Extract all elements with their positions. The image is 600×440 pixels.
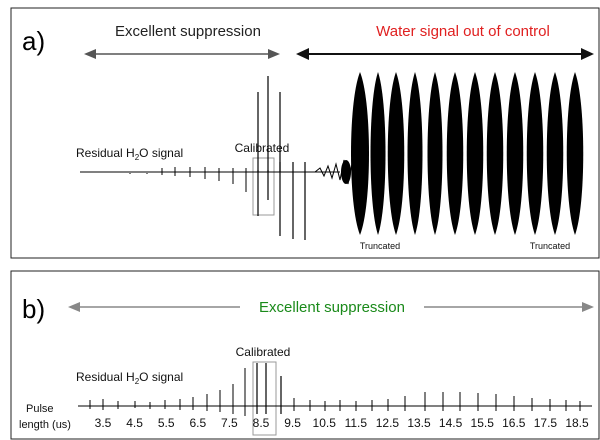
pulse-length-tick-label: 7.5: [221, 416, 238, 430]
arrow-head-right-icon: [268, 49, 280, 59]
panel-a-border: [10, 7, 600, 259]
panel-a-residual-label: Residual H2O signal: [76, 146, 183, 162]
panel-a-right-double-arrow: [296, 48, 594, 60]
pulse-length-tick-label: 3.5: [95, 416, 112, 430]
panel-b-excellent-suppression-label: Excellent suppression: [259, 299, 405, 316]
arrow-head-right-icon: [581, 48, 594, 60]
pulse-length-tick-label: 6.5: [189, 416, 206, 430]
pulse-length-tick-label: 16.5: [502, 416, 526, 430]
pulse-length-tick-label: 18.5: [565, 416, 589, 430]
pulse-length-tick-label: 9.5: [284, 416, 301, 430]
arrow-head-left-icon: [84, 49, 96, 59]
pulse-length-tick-label: 13.5: [407, 416, 431, 430]
pulse-length-tick-label: 4.5: [126, 416, 143, 430]
spectrum-spindle: [506, 72, 524, 235]
panel-b-calibrated-label: Calibrated: [236, 345, 291, 359]
spectrum-spindle: [466, 72, 484, 235]
pulse-length-label: Pulse length (us): [19, 403, 71, 431]
panel-b-label: b): [22, 294, 45, 324]
panel-a-left-double-arrow: [84, 49, 280, 59]
panel-a-excellent-suppression-label: Excellent suppression: [115, 23, 261, 40]
spectrum-spindle: [351, 72, 369, 235]
panel-b-residual-label: Residual H2O signal: [76, 370, 183, 386]
spectrum-spindle: [370, 72, 386, 235]
panel-a-spectra: [129, 72, 584, 240]
panel-b-border: [10, 270, 600, 440]
panel-b: b) Excellent suppression Calibrated Resi…: [10, 270, 600, 440]
pulse-length-tick-label: 5.5: [158, 416, 175, 430]
panel-b-double-arrow: [68, 302, 594, 312]
spectrum-spindle: [526, 72, 544, 235]
pulse-length-tick-label: 10.5: [313, 416, 337, 430]
panel-a-calibrated-label: Calibrated: [235, 141, 290, 155]
panel-a-label: a): [22, 26, 45, 56]
spectrum-spindle: [427, 72, 443, 235]
pulse-length-tick-label: 17.5: [534, 416, 558, 430]
spectrum-spindle: [546, 72, 564, 235]
spectrum-spindle: [407, 72, 423, 235]
arrow-head-left-icon: [296, 48, 309, 60]
spectrum-spindle: [566, 72, 584, 235]
spectrum-blob: [341, 160, 351, 184]
pulse-length-tick-label: 8.5: [253, 416, 270, 430]
panel-a-truncated-right-label: Truncated: [530, 241, 570, 251]
pulse-length-tick-labels: 3.5 4.5 5.5 6.5 7.5 8.5 9.5 10.5 11.5 12.5 13.5 14.…: [95, 416, 589, 430]
spectrum-spindle: [486, 72, 504, 235]
pulse-length-tick-label: 14.5: [439, 416, 463, 430]
panel-a: a) Excellent suppression Water signal ou…: [10, 7, 600, 259]
pulse-length-tick-label: 11.5: [345, 416, 368, 430]
arrow-head-right-icon: [582, 302, 594, 312]
panel-a-calibrated-box: [252, 157, 275, 216]
panel-a-water-out-of-control-label: Water signal out of control: [376, 23, 550, 40]
panel-b-calibrated-box: [252, 361, 277, 436]
spectrum-spindle: [446, 72, 464, 235]
spectrum-spindle: [387, 72, 405, 235]
arrow-head-left-icon: [68, 302, 80, 312]
pulse-length-tick-label: 12.5: [376, 416, 400, 430]
panel-a-truncated-left-label: Truncated: [360, 241, 400, 251]
panel-b-spectra: [89, 363, 581, 416]
pulse-length-tick-label: 15.5: [471, 416, 495, 430]
